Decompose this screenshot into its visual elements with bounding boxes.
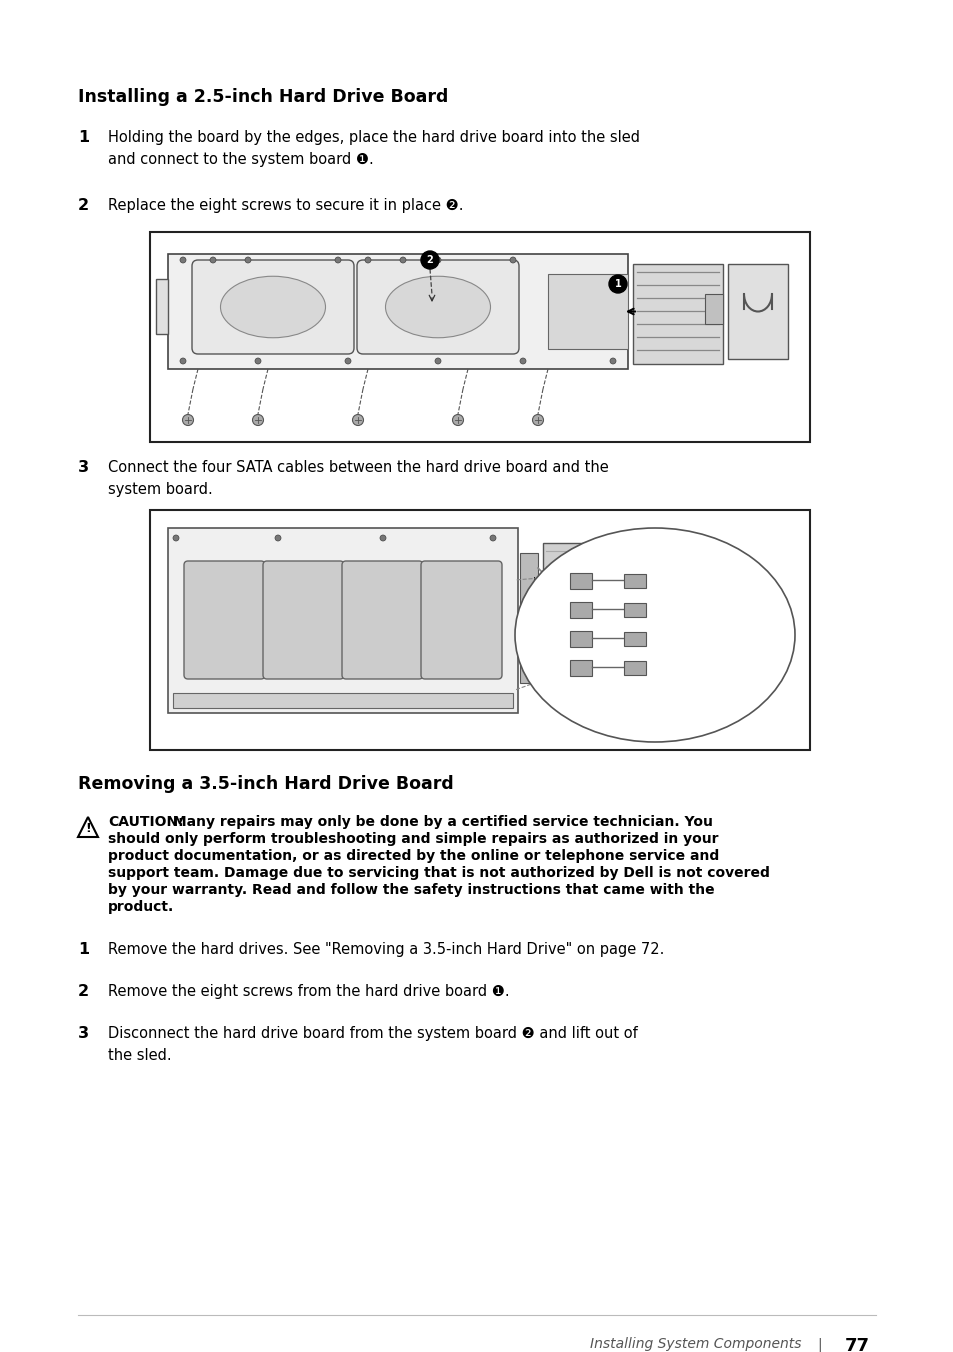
Circle shape: [435, 358, 440, 364]
Bar: [168, 254, 627, 369]
Circle shape: [182, 415, 193, 426]
FancyBboxPatch shape: [356, 260, 518, 354]
Circle shape: [399, 257, 406, 264]
Bar: [633, 264, 722, 364]
Text: Installing a 2.5-inch Hard Drive Board: Installing a 2.5-inch Hard Drive Board: [78, 88, 448, 105]
Text: 77: 77: [844, 1337, 869, 1352]
Circle shape: [180, 257, 186, 264]
Circle shape: [608, 274, 626, 293]
Text: 2.5" HDD
HDD3: 2.5" HDD HDD3: [435, 608, 488, 631]
Circle shape: [172, 535, 179, 541]
Text: 2.5" HDD
HDD1: 2.5" HDD HDD1: [276, 608, 330, 631]
FancyBboxPatch shape: [420, 561, 501, 679]
Text: by your warranty. Read and follow the safety instructions that came with the: by your warranty. Read and follow the sa…: [108, 883, 714, 896]
Text: 2: 2: [78, 984, 89, 999]
FancyBboxPatch shape: [263, 561, 344, 679]
Bar: [623, 603, 645, 617]
Ellipse shape: [515, 529, 794, 742]
Text: Connect the four SATA cables between the hard drive board and the
system board.: Connect the four SATA cables between the…: [108, 460, 608, 498]
Circle shape: [532, 415, 543, 426]
Text: Disconnect the hard drive board from the system board ❷ and lift out of
the sled: Disconnect the hard drive board from the…: [108, 1026, 638, 1063]
Text: support team. Damage due to servicing that is not authorized by Dell is not cove: support team. Damage due to servicing th…: [108, 867, 769, 880]
Circle shape: [180, 358, 186, 364]
Text: !: !: [85, 822, 91, 836]
Circle shape: [490, 535, 496, 541]
Bar: [704, 293, 722, 324]
Text: Remove the hard drives. See "Removing a 3.5-inch Hard Drive" on page 72.: Remove the hard drives. See "Removing a …: [108, 942, 663, 957]
Circle shape: [245, 257, 251, 264]
Text: 3: 3: [78, 1026, 89, 1041]
Ellipse shape: [220, 276, 325, 338]
Bar: [150, 510, 809, 750]
Circle shape: [435, 257, 440, 264]
Circle shape: [420, 251, 438, 269]
Circle shape: [519, 358, 525, 364]
Bar: [569, 631, 592, 648]
Text: Installing System Components: Installing System Components: [589, 1337, 801, 1351]
Text: Remove the eight screws from the hard drive board ❶.: Remove the eight screws from the hard dr…: [108, 984, 509, 999]
FancyBboxPatch shape: [341, 561, 422, 679]
Text: SATA2: SATA2: [650, 606, 682, 617]
Bar: [547, 594, 598, 633]
Bar: [569, 573, 592, 589]
Text: 1: 1: [78, 130, 89, 145]
Bar: [150, 233, 809, 442]
Circle shape: [365, 257, 371, 264]
FancyBboxPatch shape: [192, 260, 354, 354]
Circle shape: [274, 535, 281, 541]
Bar: [623, 575, 645, 588]
Circle shape: [379, 535, 386, 541]
FancyBboxPatch shape: [184, 561, 265, 679]
Text: SATA1: SATA1: [650, 635, 682, 645]
Bar: [542, 544, 602, 688]
Text: Removing a 3.5-inch Hard Drive Board: Removing a 3.5-inch Hard Drive Board: [78, 775, 454, 794]
Text: product.: product.: [108, 900, 174, 914]
Circle shape: [345, 358, 351, 364]
Bar: [623, 631, 645, 646]
Circle shape: [335, 257, 340, 264]
Text: 1: 1: [614, 279, 620, 289]
Circle shape: [210, 257, 215, 264]
Text: SATA0: SATA0: [650, 664, 682, 675]
Text: product documentation, or as directed by the online or telephone service and: product documentation, or as directed by…: [108, 849, 719, 863]
Text: CAUTION:: CAUTION:: [108, 815, 183, 829]
Text: HDD2: HDD2: [533, 606, 563, 617]
Circle shape: [352, 415, 363, 426]
Text: Replace the eight screws to secure it in place ❷.: Replace the eight screws to secure it in…: [108, 197, 463, 214]
Text: Many repairs may only be done by a certified service technician. You: Many repairs may only be done by a certi…: [168, 815, 712, 829]
Bar: [172, 694, 513, 708]
Circle shape: [253, 415, 263, 426]
Text: 3: 3: [78, 460, 89, 475]
Text: 2: 2: [78, 197, 89, 214]
Circle shape: [609, 358, 616, 364]
Bar: [168, 529, 517, 713]
Bar: [727, 264, 787, 360]
Bar: [569, 660, 592, 676]
Ellipse shape: [385, 276, 490, 338]
Text: 2.5" HDD
HDD2: 2.5" HDD HDD2: [355, 608, 409, 631]
Text: HDD0: HDD0: [533, 664, 562, 675]
Circle shape: [452, 415, 463, 426]
Text: 1: 1: [78, 942, 89, 957]
Text: should only perform troubleshooting and simple repairs as authorized in your: should only perform troubleshooting and …: [108, 831, 718, 846]
Text: HDD1: HDD1: [533, 635, 563, 645]
Circle shape: [510, 257, 516, 264]
Bar: [547, 274, 627, 349]
Text: |: |: [817, 1337, 821, 1352]
Circle shape: [254, 358, 261, 364]
Bar: [156, 279, 168, 334]
Bar: [569, 602, 592, 618]
Text: 2.5" HDD
HDD0: 2.5" HDD HDD0: [197, 608, 251, 631]
Text: 2: 2: [426, 256, 433, 265]
Bar: [623, 661, 645, 675]
Text: SATA3: SATA3: [650, 577, 682, 587]
Bar: [519, 553, 537, 683]
Text: Holding the board by the edges, place the hard drive board into the sled
and con: Holding the board by the edges, place th…: [108, 130, 639, 168]
Text: HDD3: HDD3: [533, 577, 563, 587]
